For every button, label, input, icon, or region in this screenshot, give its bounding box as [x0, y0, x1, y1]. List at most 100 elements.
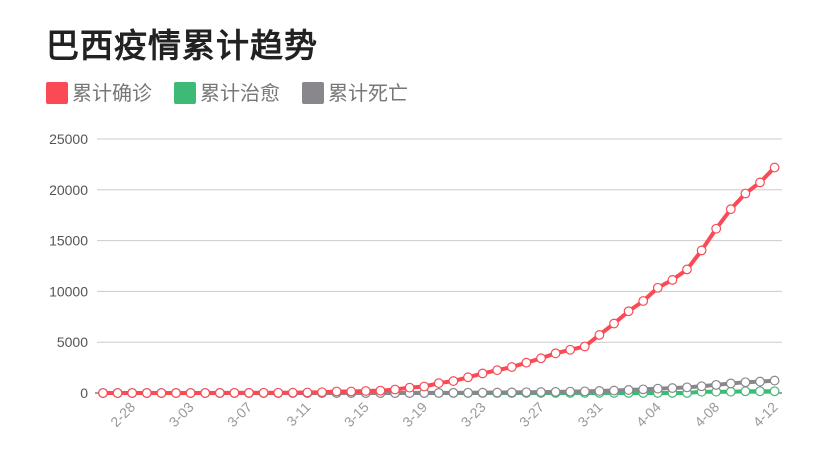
data-point[interactable]: [258, 387, 269, 398]
x-tick-label: 3-31: [574, 399, 605, 430]
data-point[interactable]: [740, 386, 751, 397]
data-point[interactable]: [536, 353, 546, 364]
data-point[interactable]: [98, 388, 108, 398]
data-point[interactable]: [448, 376, 459, 386]
data-point[interactable]: [550, 348, 561, 359]
data-point[interactable]: [433, 387, 444, 398]
x-tick-label: 3-23: [458, 399, 489, 430]
data-point[interactable]: [565, 386, 576, 397]
data-point[interactable]: [740, 188, 751, 199]
data-point[interactable]: [521, 387, 532, 398]
data-point[interactable]: [448, 387, 459, 398]
legend-label: 累计治愈: [200, 81, 280, 105]
data-point[interactable]: [609, 318, 619, 329]
data-point[interactable]: [769, 375, 780, 386]
series-lines: [98, 162, 780, 398]
data-point[interactable]: [331, 386, 342, 397]
legend-item-deaths[interactable]: 累计死亡: [302, 80, 408, 106]
data-point[interactable]: [755, 386, 765, 397]
data-point[interactable]: [127, 388, 138, 398]
x-tick-label: 3-27: [516, 399, 547, 430]
series-confirmed: [98, 162, 780, 398]
data-point[interactable]: [156, 388, 167, 398]
data-point[interactable]: [594, 386, 605, 396]
data-point[interactable]: [594, 330, 605, 340]
y-axis: 0 5000 10000 15000 20000 25000: [49, 131, 88, 401]
x-axis: 2-28 3-03 3-07 3-11 3-15 3-19 3-23 3-27 3-31 4-04…: [107, 399, 781, 430]
data-point[interactable]: [317, 387, 327, 398]
legend: 累计确诊 累计治愈 累计死亡: [46, 80, 430, 106]
data-point[interactable]: [463, 387, 473, 398]
data-point[interactable]: [521, 357, 532, 368]
data-point[interactable]: [492, 387, 503, 398]
data-point[interactable]: [477, 368, 488, 379]
data-point[interactable]: [244, 387, 254, 398]
legend-label: 累计死亡: [328, 81, 408, 105]
data-point[interactable]: [287, 387, 298, 398]
data-point[interactable]: [755, 177, 765, 188]
data-point[interactable]: [214, 388, 225, 398]
data-point[interactable]: [667, 275, 678, 285]
y-tick-label: 25000: [49, 131, 88, 147]
x-tick-label: 3-11: [283, 399, 314, 430]
data-point[interactable]: [360, 386, 371, 396]
legend-item-recovered[interactable]: 累计治愈: [174, 80, 280, 106]
data-point[interactable]: [769, 162, 780, 173]
data-point[interactable]: [623, 306, 634, 317]
data-point[interactable]: [755, 376, 765, 387]
data-point[interactable]: [390, 384, 400, 395]
data-point[interactable]: [638, 384, 649, 395]
data-point[interactable]: [433, 378, 444, 389]
data-point[interactable]: [667, 383, 678, 393]
data-point[interactable]: [769, 386, 780, 397]
data-point[interactable]: [696, 381, 707, 392]
legend-swatch-recovered: [174, 82, 196, 104]
data-point[interactable]: [141, 388, 152, 398]
data-point[interactable]: [419, 381, 430, 392]
x-tick-label: 3-19: [399, 399, 430, 430]
data-point[interactable]: [609, 385, 619, 396]
legend-item-confirmed[interactable]: 累计确诊: [46, 80, 152, 106]
data-point[interactable]: [682, 264, 692, 275]
data-point[interactable]: [302, 387, 313, 398]
x-tick-label: 4-04: [633, 399, 664, 430]
data-point[interactable]: [725, 204, 736, 215]
data-point[interactable]: [711, 379, 722, 390]
legend-label: 累计确诊: [72, 81, 152, 105]
x-tick-label: 2-28: [107, 399, 138, 430]
data-point[interactable]: [565, 344, 576, 355]
y-tick-label: 20000: [49, 182, 88, 198]
data-point[interactable]: [536, 387, 546, 397]
data-point[interactable]: [711, 223, 722, 234]
legend-swatch-confirmed: [46, 82, 68, 104]
data-point[interactable]: [725, 386, 736, 397]
data-point[interactable]: [652, 282, 663, 293]
data-point[interactable]: [375, 385, 386, 396]
x-tick-label: 3-03: [166, 399, 197, 430]
data-point[interactable]: [682, 382, 692, 393]
data-point[interactable]: [506, 387, 517, 398]
data-point[interactable]: [171, 388, 181, 398]
data-point[interactable]: [404, 382, 415, 393]
data-point[interactable]: [638, 296, 649, 306]
data-point[interactable]: [725, 378, 736, 389]
data-point[interactable]: [579, 341, 590, 352]
data-point[interactable]: [740, 377, 751, 388]
data-point[interactable]: [696, 245, 707, 256]
data-point[interactable]: [506, 362, 517, 372]
chart-title: 巴西疫情累计趋势: [46, 26, 318, 65]
data-point[interactable]: [550, 386, 561, 397]
data-point[interactable]: [477, 387, 488, 398]
data-point[interactable]: [273, 387, 284, 398]
data-point[interactable]: [200, 388, 211, 398]
data-point[interactable]: [185, 388, 196, 398]
data-point[interactable]: [229, 387, 240, 398]
data-point[interactable]: [623, 385, 634, 395]
data-point[interactable]: [652, 383, 663, 394]
data-point[interactable]: [112, 388, 123, 398]
data-point[interactable]: [492, 365, 503, 376]
y-tick-label: 5000: [57, 334, 88, 350]
data-point[interactable]: [346, 386, 357, 397]
data-point[interactable]: [463, 372, 473, 383]
data-point[interactable]: [579, 386, 590, 397]
